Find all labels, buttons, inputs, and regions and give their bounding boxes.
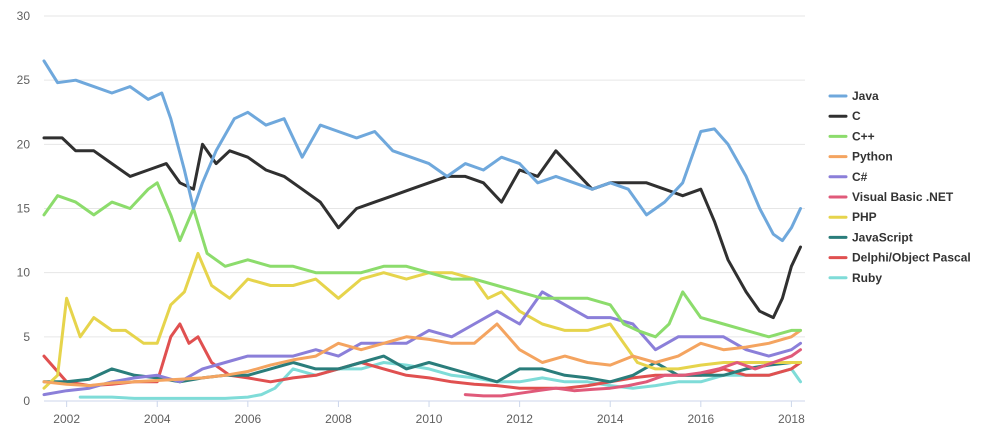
legend-item-c[interactable]: C++ [828, 129, 875, 143]
series-line-php [42, 251, 802, 390]
series-line-c [42, 136, 802, 320]
legend-label: Java [852, 89, 879, 103]
y-tick-label: 20 [17, 137, 31, 151]
legend: Java C C++ Python C# Visual Basic .NET PHP Java… [828, 89, 971, 285]
y-axis-ticks: 0 5 10 15 20 25 30 [17, 9, 31, 408]
y-tick-label: 25 [17, 73, 31, 87]
y-tick-label: 5 [23, 330, 30, 344]
legend-label: C# [852, 170, 868, 184]
legend-item-ruby[interactable]: Ruby [828, 271, 882, 285]
series-line-python [42, 322, 802, 388]
legend-label: C [852, 109, 861, 123]
x-axis-ticks: 2002 2004 2006 2008 2010 2012 2014 2016 2018 [53, 401, 805, 426]
series-line-ruby [78, 361, 802, 400]
x-tick-label: 2016 [687, 412, 714, 426]
legend-label: Visual Basic .NET [852, 190, 954, 204]
legend-item-python[interactable]: Python [828, 150, 893, 164]
legend-label: C++ [852, 129, 875, 143]
x-tick-label: 2012 [506, 412, 533, 426]
legend-item-c[interactable]: C [828, 109, 861, 123]
legend-item-c[interactable]: C# [828, 170, 868, 184]
legend-item-visual-basic-net[interactable]: Visual Basic .NET [828, 190, 954, 204]
legend-item-javascript[interactable]: JavaScript [828, 230, 913, 244]
legend-item-php[interactable]: PHP [828, 210, 877, 224]
legend-label: Ruby [852, 271, 882, 285]
legend-label: PHP [852, 210, 877, 224]
series-line-visual-basic-net [463, 348, 802, 398]
y-tick-label: 10 [17, 266, 31, 280]
legend-label: JavaScript [852, 230, 913, 244]
legend-label: Delphi/Object Pascal [852, 251, 971, 265]
legend-item-delphi-object-pascal[interactable]: Delphi/Object Pascal [828, 251, 971, 265]
x-tick-label: 2006 [234, 412, 261, 426]
x-tick-label: 2010 [416, 412, 443, 426]
y-tick-label: 0 [23, 394, 30, 408]
series-line-java [42, 59, 802, 243]
legend-item-java[interactable]: Java [828, 89, 879, 103]
y-tick-label: 15 [17, 202, 31, 216]
series-lines [42, 59, 802, 400]
x-tick-label: 2004 [144, 412, 171, 426]
y-tick-label: 30 [17, 9, 31, 23]
x-tick-label: 2018 [778, 412, 805, 426]
legend-label: Python [852, 150, 893, 164]
series-line-c [42, 181, 802, 339]
x-tick-label: 2002 [53, 412, 80, 426]
x-tick-label: 2014 [597, 412, 624, 426]
x-tick-label: 2008 [325, 412, 352, 426]
